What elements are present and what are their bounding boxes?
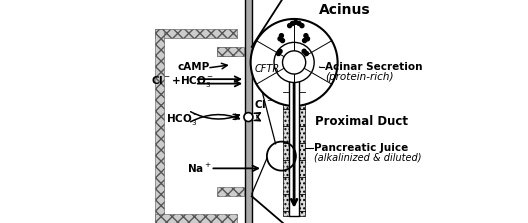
Circle shape [277, 52, 280, 56]
Bar [155, 29, 164, 223]
Text: Proximal Duct: Proximal Duct [315, 115, 408, 128]
Circle shape [288, 24, 291, 28]
Bar [289, 74, 299, 216]
Circle shape [251, 19, 337, 106]
Bar [217, 187, 244, 196]
Circle shape [297, 21, 301, 25]
Bar [245, 0, 252, 223]
Text: (alkalinized & diluted): (alkalinized & diluted) [314, 153, 422, 163]
Bar [155, 29, 237, 38]
Text: CFTR: CFTR [255, 64, 280, 74]
Circle shape [304, 34, 308, 38]
Circle shape [274, 42, 314, 83]
Text: Acinar Secretion: Acinar Secretion [325, 62, 423, 72]
Circle shape [290, 21, 295, 25]
Text: Cl$^-$+HCO$_3^-$: Cl$^-$+HCO$_3^-$ [151, 74, 214, 89]
Text: Pancreatic Juice: Pancreatic Juice [314, 143, 409, 153]
Bar [155, 214, 237, 223]
Circle shape [300, 24, 304, 28]
Circle shape [294, 20, 298, 24]
Circle shape [278, 37, 282, 41]
Text: (protein-rich): (protein-rich) [325, 72, 394, 82]
Circle shape [303, 39, 307, 43]
Text: Na$^+$: Na$^+$ [187, 162, 212, 175]
Bar [217, 47, 244, 56]
Text: Cl$^-$: Cl$^-$ [254, 98, 274, 110]
Bar [283, 74, 289, 216]
Bar [217, 47, 237, 56]
Bar [164, 38, 237, 214]
Circle shape [280, 39, 285, 43]
Circle shape [279, 34, 284, 38]
Text: HCO$_3^-$: HCO$_3^-$ [166, 112, 200, 128]
Text: Acinus: Acinus [318, 3, 370, 17]
Circle shape [306, 37, 309, 41]
Circle shape [282, 51, 306, 74]
Circle shape [302, 49, 306, 53]
Circle shape [244, 113, 253, 122]
Circle shape [278, 49, 282, 53]
Bar [299, 74, 305, 216]
Text: cAMP: cAMP [177, 62, 210, 72]
Circle shape [304, 52, 308, 56]
